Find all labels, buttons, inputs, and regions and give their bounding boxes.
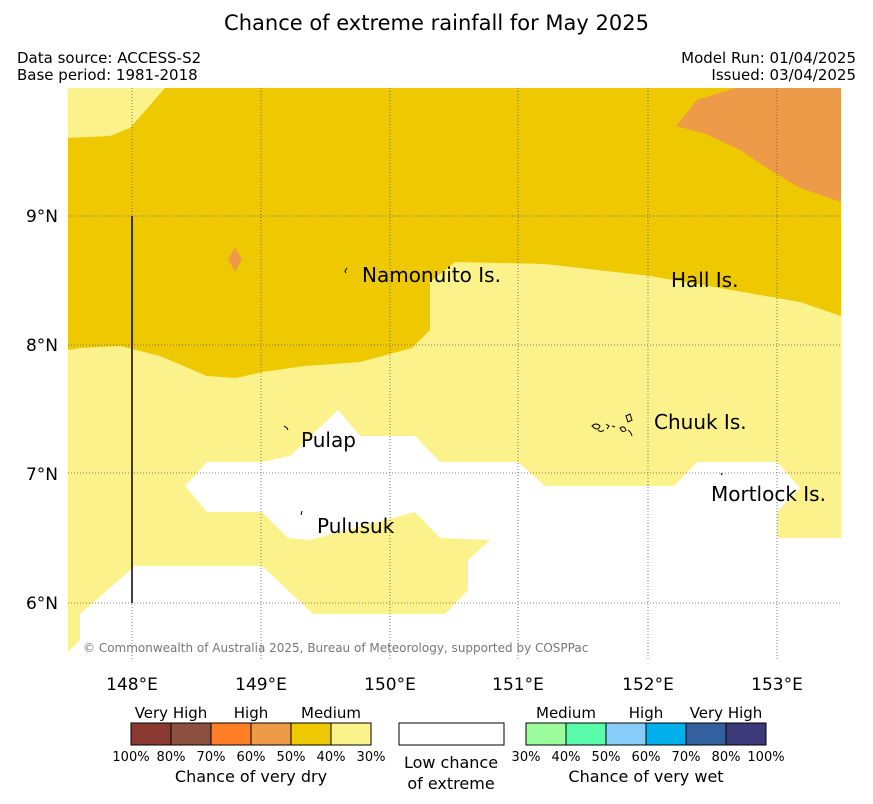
chuuk-island-shape [591, 413, 633, 437]
legend-wet: Medium High Very High 30% 40% 50% 60% 70% 80%… [512, 704, 785, 786]
lat-label-9n: 9°N [26, 207, 58, 227]
legend-wet-pct-label: 30% [512, 750, 541, 765]
place-label-chuuk: Chuuk Is. [654, 410, 747, 434]
model-run-label: Model Run: 01/04/2025 [681, 49, 856, 67]
lon-label-152e: 152°E [622, 675, 674, 695]
lat-label-8n: 8°N [26, 336, 58, 356]
place-label-pulap: Pulap [301, 428, 356, 452]
legend-wet-caption: Chance of very wet [568, 767, 723, 786]
legend-wet-cat-medium: Medium [536, 704, 596, 722]
legend-wet-pct-label: 80% [712, 750, 741, 765]
legend-low-swatch [398, 722, 505, 746]
lon-label-148e: 148°E [106, 675, 158, 695]
lon-label-149e: 149°E [235, 675, 287, 695]
legend-wet-cat-high: High [629, 704, 663, 722]
lat-label-7n: 7°N [26, 465, 58, 485]
legend-dry-pct-label: 70% [197, 750, 226, 765]
legend-dry-swatch [290, 722, 332, 746]
page-title: Chance of extreme rainfall for May 2025 [224, 11, 649, 35]
map-area [68, 88, 841, 660]
legend-dry: Very High High Medium 100% 80% 70% 60% 50% 40… [112, 704, 385, 786]
legend-dry-swatch [170, 722, 212, 746]
legend-low: Low chance of extreme [398, 722, 505, 793]
region-dry-50-60-small [228, 247, 242, 272]
place-label-hall: Hall Is. [671, 268, 738, 292]
legend-wet-swatch [645, 722, 687, 746]
legend-wet-pct-label: 70% [672, 750, 701, 765]
legend-dry-swatch [210, 722, 252, 746]
legend-dry-pct-label: 100% [112, 750, 149, 765]
legend-low-line1: Low chance [404, 753, 498, 772]
legend-dry-cat-high: High [234, 704, 268, 722]
legend-wet-pct-label: 40% [552, 750, 581, 765]
legend-dry-pct-label: 50% [277, 750, 306, 765]
legend-wet-swatches [525, 722, 767, 746]
legend-dry-swatches [130, 722, 372, 746]
legend-dry-pct-label: 80% [157, 750, 186, 765]
place-label-namonuito: Namonuito Is. [362, 263, 501, 287]
legend-dry-pct-label: 60% [237, 750, 266, 765]
legend-wet-swatch [565, 722, 607, 746]
legend-low-line2: of extreme [407, 774, 494, 793]
pulusuk-island-shape [300, 510, 303, 516]
legend-dry-swatch [250, 722, 292, 746]
legend-wet-swatch [685, 722, 727, 746]
legend-dry-pct-label: 30% [357, 750, 386, 765]
legend-dry-swatch [130, 722, 172, 746]
legend-dry-pct-label: 40% [317, 750, 346, 765]
legend-wet-pct-label: 60% [632, 750, 661, 765]
legend-dry-cat-medium: Medium [301, 704, 361, 722]
lon-label-150e: 150°E [364, 675, 416, 695]
legend-wet-swatch [725, 722, 767, 746]
legend-wet-pct-label: 100% [747, 750, 784, 765]
data-source-label: Data source: ACCESS-S2 [17, 49, 202, 67]
legend-wet-swatch [525, 722, 567, 746]
copyright-text: © Commonwealth of Australia 2025, Bureau… [83, 641, 588, 655]
pulap-island-shape [283, 425, 289, 431]
place-label-mortlock: Mortlock Is. [711, 482, 826, 506]
legend-wet-swatch [605, 722, 647, 746]
place-label-pulusuk: Pulusuk [317, 514, 395, 538]
lat-label-6n: 6°N [26, 594, 58, 614]
legend-wet-cat-very-high: Very High [690, 704, 763, 722]
region-dry-50-60 [676, 88, 841, 202]
namonuito-island-shape [344, 267, 348, 274]
legend-dry-caption: Chance of very dry [175, 767, 327, 786]
legend-dry-cat-very-high: Very High [135, 704, 208, 722]
lon-label-151e: 151°E [492, 675, 544, 695]
issued-label: Issued: 03/04/2025 [711, 66, 856, 84]
base-period-label: Base period: 1981-2018 [17, 66, 198, 84]
lon-label-153e: 153°E [751, 675, 803, 695]
legend-wet-pct-label: 50% [592, 750, 621, 765]
mortlock-island-shape [720, 472, 723, 476]
legend-dry-swatch [330, 722, 372, 746]
